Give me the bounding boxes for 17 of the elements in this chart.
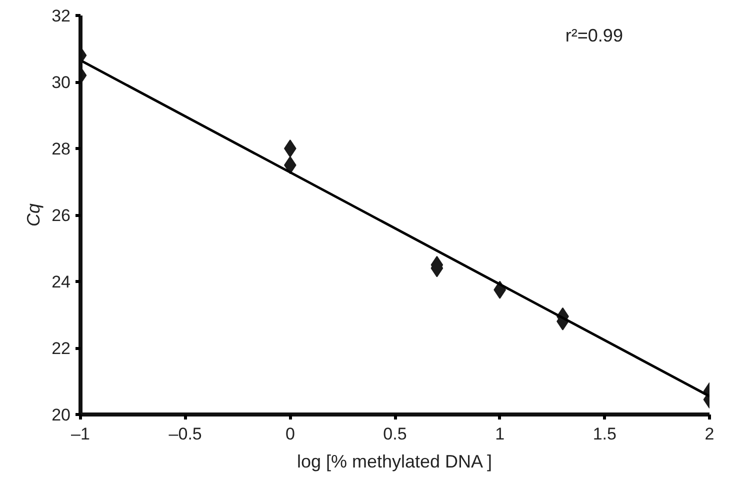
y-tick-label: 28 <box>52 140 71 158</box>
y-axis-title: Cq <box>24 203 44 227</box>
x-tick-label: 0.5 <box>383 424 407 444</box>
x-tick-label: 0 <box>285 424 295 444</box>
x-tick-label: 2 <box>704 424 714 444</box>
y-tick-label: 20 <box>52 406 71 424</box>
x-tick-label: 1 <box>495 424 505 444</box>
y-tick-label: 22 <box>52 339 71 358</box>
y-tick-label: 30 <box>52 73 71 92</box>
y-tick-label: 24 <box>52 272 71 292</box>
x-axis-title: log [% methylated DNA ] <box>296 452 492 472</box>
annotation: r²=0.99 <box>565 25 623 46</box>
x-tick-label: 1.5 <box>592 424 616 444</box>
x-tick-label: –1 <box>71 424 90 444</box>
y-tick-label: 26 <box>52 206 71 225</box>
x-tick-label: –0.5 <box>168 424 202 444</box>
y-tick-label: 32 <box>52 6 71 26</box>
